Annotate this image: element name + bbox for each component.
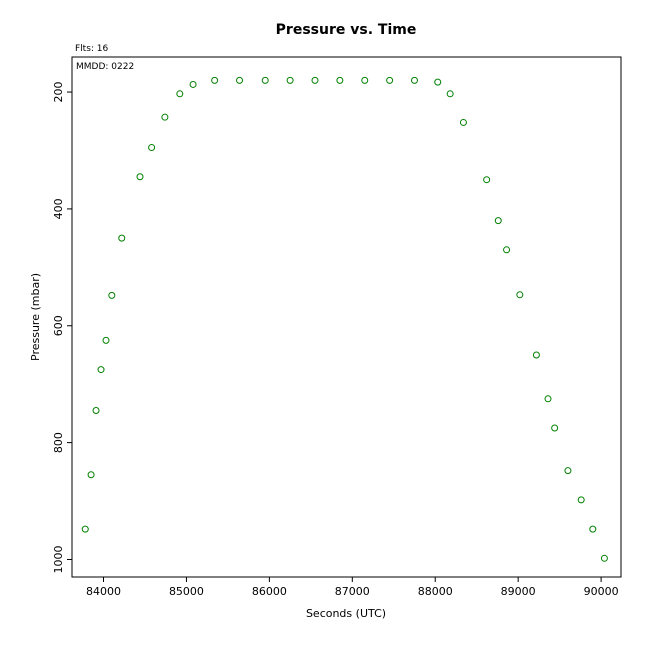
chart-title: Pressure vs. Time bbox=[276, 22, 417, 38]
x-axis-label: Seconds (UTC) bbox=[306, 607, 386, 620]
data-point bbox=[459, 118, 467, 126]
data-point bbox=[136, 173, 144, 181]
data-point bbox=[161, 113, 169, 121]
data-point bbox=[108, 291, 116, 299]
data-point bbox=[600, 554, 608, 562]
data-point bbox=[261, 76, 269, 84]
data-point bbox=[494, 217, 502, 225]
data-point bbox=[176, 90, 184, 98]
data-point bbox=[411, 76, 419, 84]
data-point bbox=[311, 76, 319, 84]
x-tick-label: 87000 bbox=[335, 585, 370, 598]
data-point bbox=[92, 406, 100, 414]
flights-annotation: Flts: 16 bbox=[75, 44, 109, 54]
y-tick-label: 800 bbox=[52, 432, 65, 453]
data-point bbox=[189, 80, 197, 88]
data-points bbox=[81, 76, 608, 562]
plot-frame bbox=[71, 56, 622, 578]
data-point bbox=[564, 467, 572, 475]
y-axis: 200 400 600 800 1000 bbox=[52, 82, 72, 573]
data-point bbox=[336, 76, 344, 84]
data-point bbox=[87, 471, 95, 479]
data-point bbox=[434, 78, 442, 86]
data-point bbox=[551, 424, 559, 432]
data-point bbox=[544, 395, 552, 403]
data-point bbox=[118, 234, 126, 242]
y-tick-label: 600 bbox=[52, 315, 65, 336]
data-point bbox=[97, 366, 105, 374]
data-point bbox=[532, 351, 540, 359]
data-point bbox=[236, 76, 244, 84]
x-tick-label: 85000 bbox=[169, 585, 204, 598]
data-point bbox=[483, 176, 491, 184]
y-tick-label: 400 bbox=[52, 198, 65, 219]
data-point bbox=[577, 496, 585, 504]
data-point bbox=[386, 76, 394, 84]
data-point bbox=[503, 246, 511, 254]
data-point bbox=[589, 525, 597, 533]
y-tick-label: 200 bbox=[52, 82, 65, 103]
x-tick-label: 90000 bbox=[584, 585, 619, 598]
x-tick-label: 86000 bbox=[252, 585, 287, 598]
data-point bbox=[102, 336, 110, 344]
y-axis-label: Pressure (mbar) bbox=[29, 273, 42, 361]
x-tick-label: 84000 bbox=[86, 585, 121, 598]
data-point bbox=[286, 76, 294, 84]
x-tick-label: 89000 bbox=[501, 585, 536, 598]
data-point bbox=[446, 90, 454, 98]
x-tick-label: 88000 bbox=[418, 585, 453, 598]
x-axis: 84000 85000 86000 87000 88000 89000 90000 bbox=[86, 577, 619, 598]
mmdd-annotation: MMDD: 0222 bbox=[76, 62, 134, 72]
data-point bbox=[516, 291, 524, 299]
data-point bbox=[81, 525, 89, 533]
data-point bbox=[361, 76, 369, 84]
data-point bbox=[148, 144, 156, 152]
y-tick-label: 1000 bbox=[52, 545, 65, 573]
data-point bbox=[211, 76, 219, 84]
